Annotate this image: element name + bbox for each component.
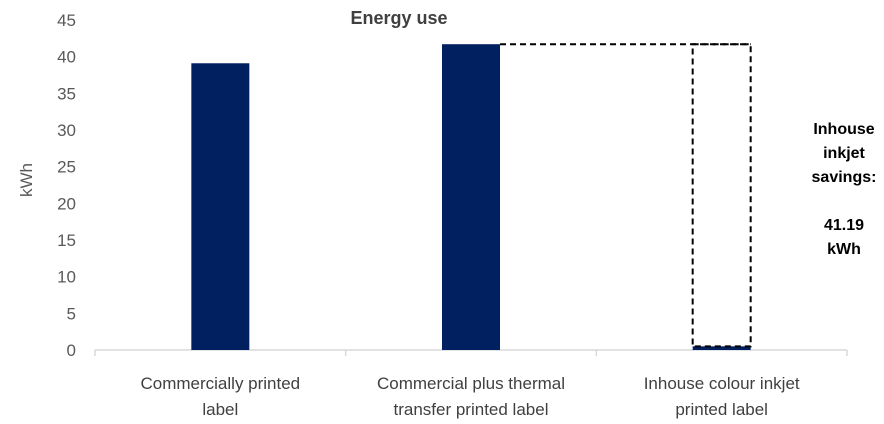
y-tick-label: 35 — [57, 84, 76, 103]
x-category-label: transfer printed label — [394, 400, 549, 419]
x-category-label: label — [202, 400, 238, 419]
x-category-label: Inhouse colour inkjet — [644, 374, 800, 393]
bar-series — [191, 44, 751, 351]
y-tick-label: 30 — [57, 121, 76, 140]
y-axis-ticks: 0 5 10 15 20 25 30 35 40 45 — [57, 11, 76, 360]
y-tick-label: 15 — [57, 231, 76, 250]
y-axis-label: kWh — [17, 163, 36, 197]
annotation-line: inkjet — [823, 145, 865, 162]
annotation-line: kWh — [827, 241, 861, 258]
savings-annotation: Inhouse inkjet savings: 41.19 kWh — [812, 121, 877, 258]
y-tick-label: 25 — [57, 158, 76, 177]
annotation-line: savings: — [812, 169, 877, 186]
x-axis-tick-marks — [94, 350, 848, 356]
x-category-label: Commercial plus thermal — [377, 374, 565, 393]
y-tick-label: 45 — [57, 11, 76, 30]
y-tick-label: 20 — [57, 194, 76, 213]
bar — [191, 63, 250, 351]
bar — [692, 346, 751, 350]
annotation-line: Inhouse — [813, 121, 874, 138]
x-category-label: Commercially printed — [140, 374, 300, 393]
y-tick-label: 40 — [57, 48, 76, 67]
annotation-line: 41.19 — [824, 217, 864, 234]
category-labels: Commercially printed label Commercial plus… — [140, 374, 799, 419]
bar — [442, 44, 500, 350]
y-tick-label: 5 — [67, 304, 76, 323]
chart-title: Energy use — [350, 8, 447, 28]
x-category-label: printed label — [675, 400, 768, 419]
y-tick-label: 0 — [67, 341, 76, 360]
y-tick-label: 10 — [57, 268, 76, 287]
savings-box — [691, 43, 752, 348]
savings-outline — [500, 43, 752, 348]
